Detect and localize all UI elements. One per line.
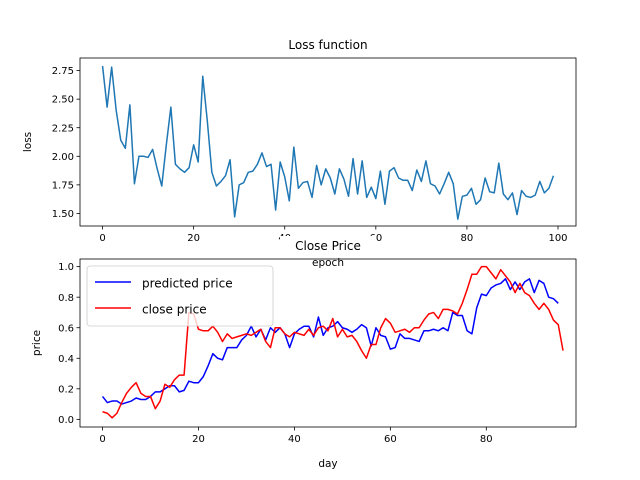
legend-label-predicted: predicted price [142, 277, 233, 291]
legend-label-close: close price [142, 303, 207, 317]
series-line-1-0 [101, 278, 559, 405]
price-plot-area [101, 265, 564, 419]
price-title-backdrop [280, 236, 376, 253]
x-tick-label: 20 [192, 434, 205, 445]
price-chart: 0 20 40 60 80 0.0 0.2 0.4 0.6 0.8 1.0 day price p… [31, 258, 577, 470]
loss-plot-area [101, 65, 555, 220]
x-tick-label: 40 [288, 434, 301, 445]
y-tick-label: 0.6 [58, 323, 74, 334]
x-tick-label: 100 [548, 233, 567, 244]
loss-chart-title: Loss function [288, 38, 367, 52]
price-y-ticks: 0.0 0.2 0.4 0.6 0.8 1.0 [58, 262, 80, 426]
x-tick-label: 60 [384, 434, 397, 445]
price-chart-title: Close Price [295, 239, 361, 253]
loss-y-ticks: 1.50 1.75 2.00 2.25 2.50 2.75 [52, 66, 80, 220]
y-tick-label: 2.00 [52, 152, 74, 163]
y-tick-label: 0.4 [58, 354, 74, 365]
y-tick-label: 0.8 [58, 293, 74, 304]
price-axes-frame [79, 258, 577, 428]
legend: predicted price close price [86, 265, 274, 327]
x-tick-label: 20 [187, 233, 200, 244]
series-line-1-1 [102, 265, 564, 419]
price-x-ticks: 0 20 40 60 80 [99, 427, 493, 445]
x-tick-label: 0 [99, 233, 105, 244]
x-tick-label: 80 [461, 233, 474, 244]
y-tick-label: 0.2 [58, 384, 74, 395]
price-y-axis-label: price [31, 330, 43, 356]
loss-x-axis-label: epoch [312, 257, 344, 269]
y-tick-label: 1.75 [52, 180, 74, 191]
loss-chart: Loss function 020406080100 1.501.752.002… [22, 38, 577, 244]
y-tick-label: 2.50 [52, 95, 74, 106]
price-x-axis-label: day [318, 458, 337, 470]
y-tick-label: 1.50 [52, 209, 74, 220]
y-tick-label: 0.0 [58, 415, 74, 426]
x-tick-label: 0 [99, 434, 105, 445]
y-tick-label: 2.75 [52, 66, 74, 77]
loss-y-axis-label: loss [22, 132, 34, 152]
legend-box [86, 265, 274, 327]
loss-axes-frame [79, 57, 577, 227]
x-tick-label: 80 [480, 434, 493, 445]
series-line-0-0 [101, 65, 555, 220]
y-tick-label: 2.25 [52, 123, 74, 134]
y-tick-label: 1.0 [58, 262, 74, 273]
